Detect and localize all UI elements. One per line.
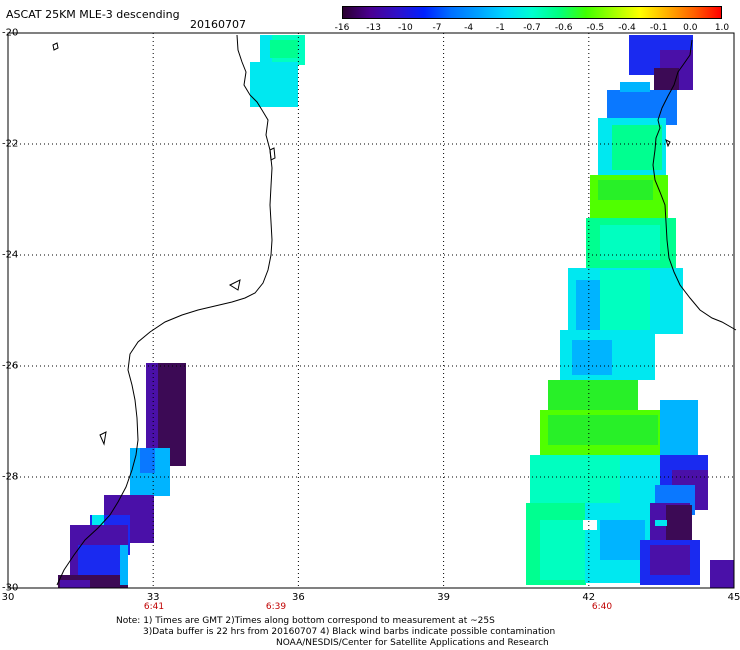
map-date: 20160707: [190, 18, 246, 31]
time-label: 6:39: [265, 602, 287, 612]
wind-cell: [572, 340, 612, 375]
x-axis-label: 45: [727, 592, 740, 603]
y-axis-label: -22: [2, 138, 19, 150]
wind-cell: [600, 270, 650, 330]
wind-cell: [612, 125, 662, 170]
colorbar-label: -10: [397, 23, 413, 33]
y-axis-label: -20: [2, 27, 19, 39]
island: [52, 42, 59, 51]
wind-cell: [140, 448, 155, 473]
x-axis-label: 30: [1, 592, 15, 603]
x-axis-label: 39: [437, 592, 450, 603]
wind-cell: [260, 35, 272, 65]
y-axis-label: -28: [2, 471, 19, 483]
wind-cell: [660, 400, 698, 460]
wind-cell: [666, 505, 692, 543]
coastline-west: [56, 34, 273, 586]
colorbar-label: -13: [366, 23, 382, 33]
x-axis-label: 42: [582, 592, 596, 603]
wind-cell: [250, 62, 298, 107]
wind-cell: [620, 82, 650, 92]
x-axis-label: 36: [292, 592, 305, 603]
colorbar-label: -7: [432, 23, 442, 33]
wind-cell: [60, 580, 90, 588]
colorbar-label: -16: [334, 23, 350, 33]
wind-cell: [600, 225, 660, 260]
wind-cell: [540, 520, 590, 580]
scatterometer-swaths: [58, 35, 734, 588]
wind-cell: [600, 520, 645, 560]
colorbar-label: -0.6: [554, 23, 573, 33]
y-axis-label: -24: [2, 249, 19, 261]
lake: [269, 147, 276, 161]
wind-cell: [583, 520, 597, 530]
colorbar: [342, 6, 722, 19]
island: [665, 139, 671, 148]
wind-map: [7, 32, 737, 589]
colorbar-label: 1.0: [714, 23, 730, 33]
note-line: 3)Data buffer is 22 hrs from 20160707 4)…: [143, 627, 556, 637]
coastline-east: [652, 39, 737, 331]
map-title: ASCAT 25KM MLE-3 descending: [6, 8, 180, 21]
wind-cell: [548, 415, 658, 445]
time-label: 6:40: [591, 602, 613, 612]
colorbar-label: -0.4: [618, 23, 636, 33]
wind-cell: [270, 40, 298, 58]
coastline: [52, 34, 737, 586]
wind-cell: [650, 545, 690, 575]
wind-cell: [598, 180, 653, 200]
colorbar-labels: -16 -13 -10 -7 -4 -1 -0.7 -0.6 -0.5 -0.4 -0.1 0.0 1.…: [322, 23, 732, 35]
wind-cell: [146, 363, 158, 463]
wind-cell: [92, 515, 104, 525]
colorbar-label: 0.0: [683, 23, 698, 33]
y-axis-label: -30: [2, 582, 19, 594]
time-label: 6:41: [143, 602, 165, 612]
colorbar-label: -0.1: [649, 23, 668, 33]
lake: [99, 431, 107, 446]
colorbar-label: -0.5: [586, 23, 605, 33]
y-axis-label: -26: [2, 360, 19, 372]
wind-cell: [655, 520, 667, 526]
wind-cell: [710, 560, 734, 588]
colorbar-label: -1: [495, 23, 505, 33]
colorbar-label: -0.7: [523, 23, 541, 33]
wind-cell: [654, 68, 679, 90]
lake: [228, 279, 241, 291]
note-line: NOAA/NESDIS/Center for Satellite Applica…: [276, 638, 549, 648]
colorbar-label: -4: [464, 23, 474, 33]
wind-cell: [120, 545, 128, 585]
note-line: Note: 1) Times are GMT 2)Times along bot…: [116, 616, 495, 626]
x-axis-label: 33: [146, 592, 160, 603]
footnotes: Note: 1) Times are GMT 2)Times along bot…: [116, 616, 555, 649]
map-frame: [7, 32, 735, 589]
